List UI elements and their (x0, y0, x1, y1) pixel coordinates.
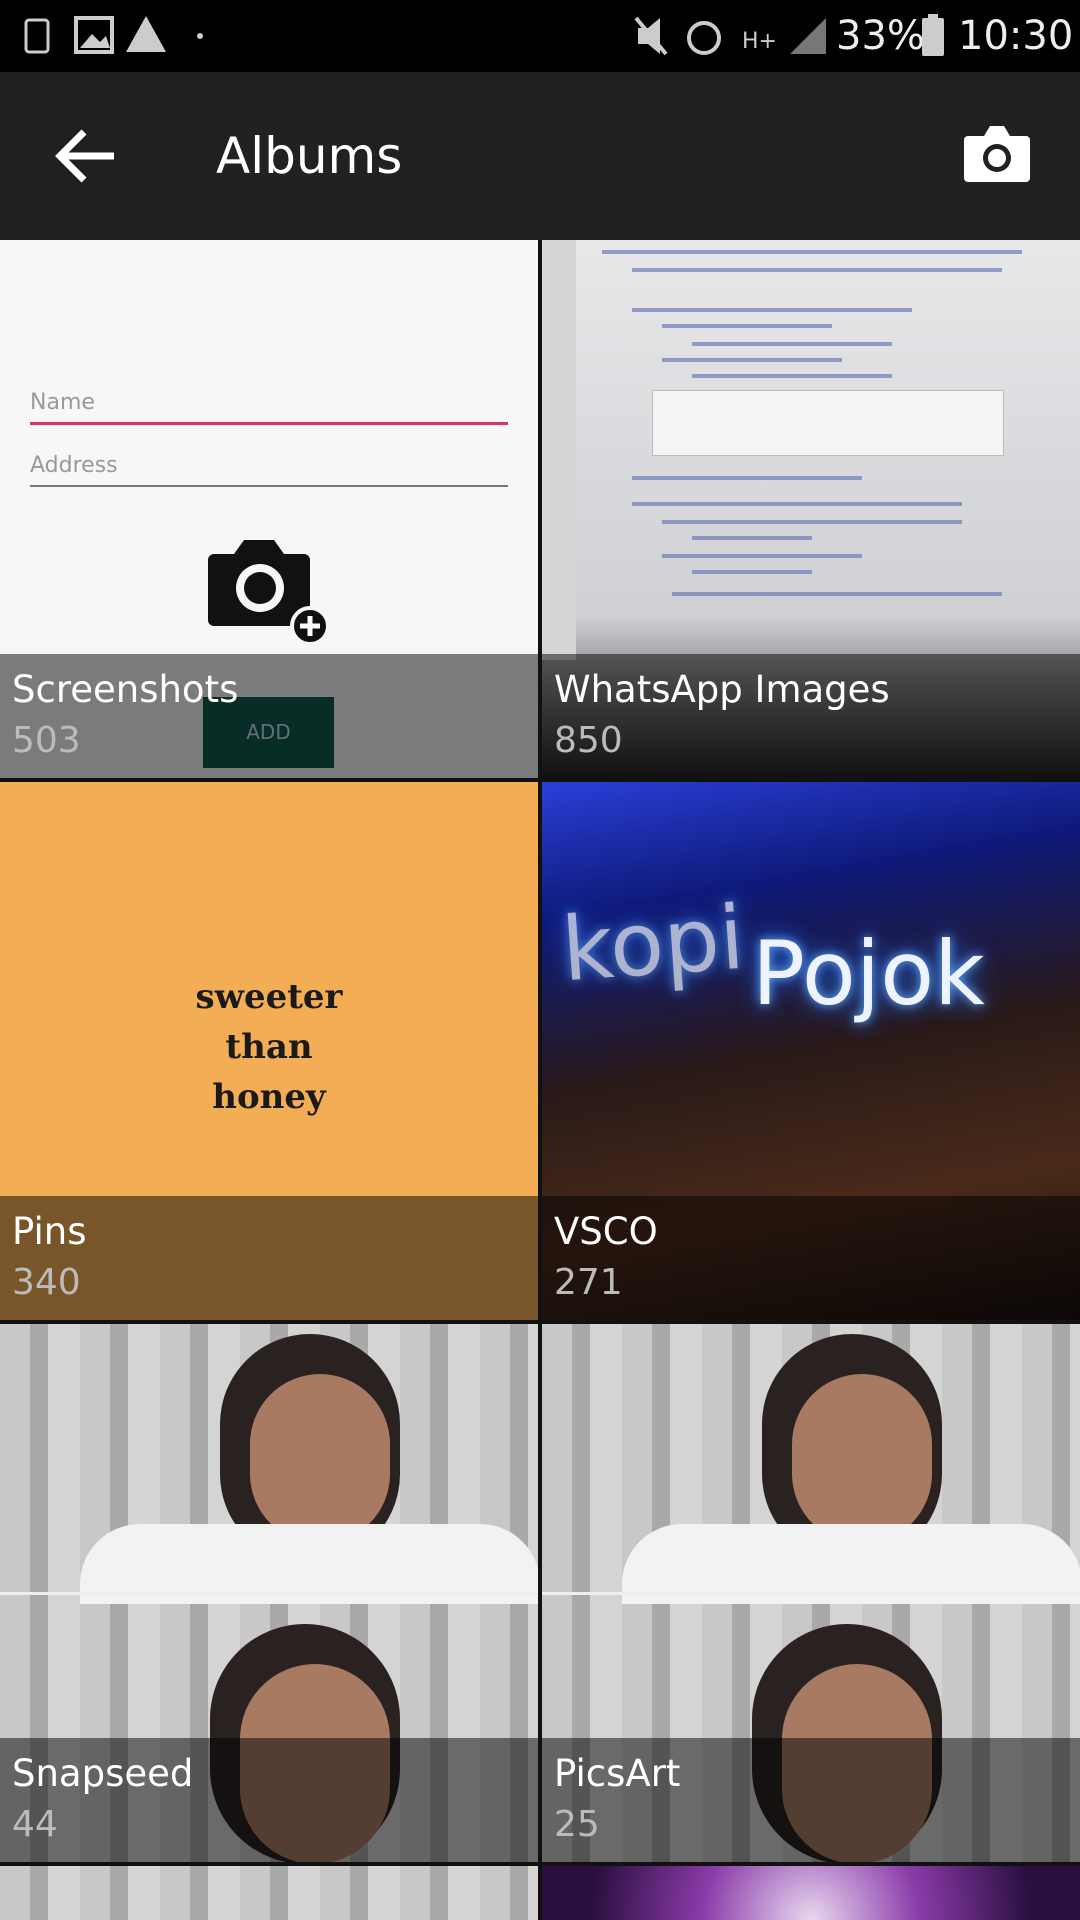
photo-subject (250, 1374, 390, 1544)
album-count: 850 (554, 720, 623, 761)
code-line (662, 520, 962, 524)
album-name: Screenshots (12, 668, 239, 711)
system-icons: H+ (634, 16, 826, 56)
album-caption: Snapseed 44 (0, 1738, 538, 1862)
preview-text: sweeter than honey (0, 972, 538, 1122)
preview-line: than (225, 1027, 313, 1067)
photo-subject (792, 1374, 932, 1544)
preview-line: sweeter (195, 977, 343, 1017)
code-line (692, 536, 812, 540)
code-line (672, 592, 1002, 596)
code-line (662, 324, 832, 328)
photo-subject (80, 1524, 538, 1604)
album-tile[interactable]: sweeter than honey Pins 340 (0, 782, 538, 1320)
album-name: Snapseed (12, 1752, 194, 1795)
code-line (692, 374, 892, 378)
code-line (692, 342, 892, 346)
album-tile[interactable]: PicsArt 25 (542, 1324, 1080, 1862)
status-bar: H+ 33% 10:30 (0, 0, 1080, 72)
code-line (602, 250, 1022, 254)
photo-divider (542, 1592, 1080, 1595)
album-tile[interactable] (0, 1866, 538, 1920)
album-tile[interactable]: Snapseed 44 (0, 1324, 538, 1862)
album-caption: Screenshots 503 (0, 654, 538, 778)
field-underline (30, 422, 508, 425)
field-underline (30, 485, 508, 487)
clock: 10:30 (958, 13, 1074, 59)
album-caption: VSCO 271 (542, 1196, 1080, 1320)
back-button[interactable] (44, 116, 124, 196)
battery-icon (922, 14, 944, 56)
album-count: 25 (554, 1804, 600, 1845)
title: Albums (216, 127, 403, 185)
code-line (662, 358, 842, 362)
code-line (632, 268, 1002, 272)
app-bar: Albums (0, 72, 1080, 240)
ide-tooltip (652, 390, 1004, 456)
preview-line: honey (212, 1077, 326, 1117)
code-line (632, 502, 962, 506)
album-name: PicsArt (554, 1752, 681, 1795)
album-count: 340 (12, 1262, 81, 1303)
album-tile[interactable]: kopi Pojok VSCO 271 (542, 782, 1080, 1320)
neon-sign: kopi (558, 885, 748, 1002)
preview-field: Address (30, 453, 118, 478)
code-line (632, 308, 912, 312)
album-caption: Pins 340 (0, 1196, 538, 1320)
code-line (662, 554, 862, 558)
album-name: Pins (12, 1210, 87, 1253)
album-count: 503 (12, 720, 81, 761)
svg-text:H+: H+ (742, 29, 777, 54)
battery-percent: 33% (836, 13, 925, 59)
ide-sidebar (542, 240, 576, 660)
preview-field: Name (30, 390, 95, 415)
album-name: VSCO (554, 1210, 658, 1253)
neon-sign: Pojok (752, 922, 986, 1025)
album-count: 271 (554, 1262, 623, 1303)
album-caption: WhatsApp Images 850 (542, 654, 1080, 778)
notification-icons (24, 16, 203, 54)
code-line (632, 476, 862, 480)
camera-button[interactable] (962, 122, 1032, 186)
code-line (692, 570, 812, 574)
photo-subject (622, 1524, 1080, 1604)
album-tile[interactable]: Name Address ADD Screenshots 503 (0, 240, 538, 778)
photo-divider (0, 1592, 538, 1595)
album-count: 44 (12, 1804, 58, 1845)
add-photo-icon (208, 540, 330, 646)
album-caption: PicsArt 25 (542, 1738, 1080, 1862)
album-tile[interactable] (542, 1866, 1080, 1920)
album-name: WhatsApp Images (554, 668, 890, 711)
album-tile[interactable]: WhatsApp Images 850 (542, 240, 1080, 778)
